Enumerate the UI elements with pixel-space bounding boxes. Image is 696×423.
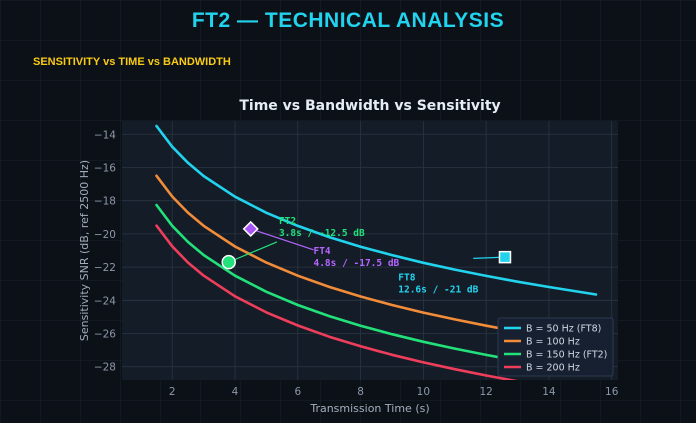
ft8-marker: [498, 250, 512, 264]
x-tick-label: 6: [294, 386, 301, 398]
ft2-marker: [221, 254, 236, 270]
legend-entry: B = 50 Hz (FT8): [526, 324, 601, 335]
ft2-leader-line: [228, 241, 278, 263]
y-tick-label: −18: [94, 196, 116, 208]
x-tick-label: 2: [169, 386, 176, 398]
legend-entry: B = 100 Hz: [526, 337, 580, 348]
chart-title: Time vs Bandwidth vs Sensitivity: [239, 98, 500, 114]
series-line: [155, 124, 598, 296]
y-tick-label: −26: [94, 329, 116, 341]
ft4-marker: [242, 220, 259, 237]
page-subtitle: SENSITIVITY vs TIME vs BANDWIDTH: [33, 56, 231, 68]
ft2-label-name: FT2: [279, 216, 296, 227]
y-tick-label: −24: [94, 295, 116, 307]
legend-entry: B = 200 Hz: [526, 363, 580, 374]
x-tick-label: 14: [542, 386, 556, 398]
x-tick-label: 12: [479, 386, 492, 398]
page-title: FT2 — TECHNICAL ANALYSIS: [191, 9, 505, 32]
y-tick-label: −28: [94, 362, 116, 374]
y-tick-label: −22: [94, 262, 116, 274]
x-tick-label: 4: [232, 386, 239, 398]
legend-box: [497, 317, 614, 377]
x-tick-label: 8: [357, 386, 364, 398]
y-tick-label: −14: [94, 129, 116, 141]
ft2-label-value: 3.8s / -12.5 dB: [279, 228, 365, 239]
x-tick-label: 10: [417, 386, 430, 398]
ft4-label-name: FT4: [313, 246, 330, 257]
x-tick-label: 16: [605, 386, 619, 398]
ft8-label-value: 12.6s / -21 dB: [398, 284, 478, 295]
y-tick-label: −16: [94, 162, 116, 174]
ft8-label-name: FT8: [398, 272, 415, 283]
y-axis-label: Sensitivity SNR (dB, ref 2500 Hz): [78, 160, 91, 341]
y-tick-label: −20: [94, 229, 116, 241]
legend-entry: B = 150 Hz (FT2): [526, 350, 607, 361]
ft4-leader-line: [250, 228, 314, 251]
x-axis-label: Transmission Time (s): [309, 402, 429, 415]
series-line: [155, 224, 518, 380]
ft4-label-value: 4.8s / -17.5 dB: [313, 258, 399, 269]
